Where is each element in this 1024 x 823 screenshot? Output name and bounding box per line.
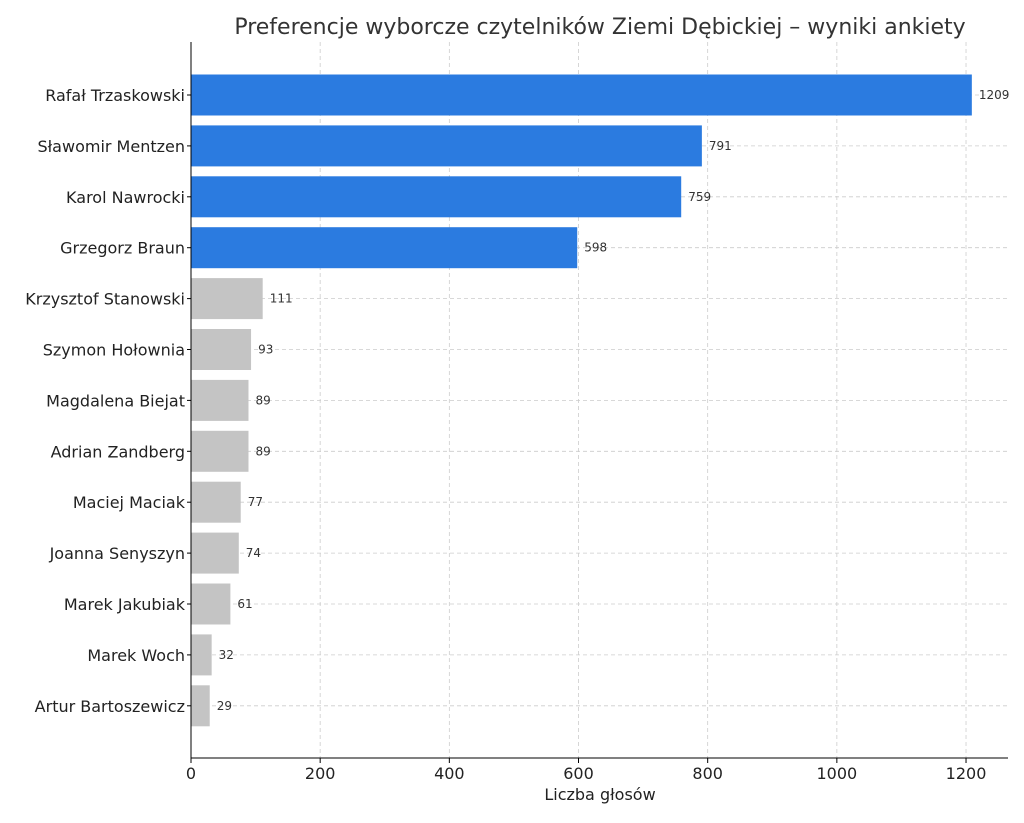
- bar: [191, 634, 212, 676]
- bar-value-label: 32: [219, 648, 234, 662]
- bar-value-label: 93: [258, 343, 273, 357]
- bar-value-label: 61: [237, 597, 252, 611]
- category-label: Szymon Hołownia: [43, 341, 185, 360]
- bar-value-label: 598: [584, 241, 607, 255]
- bars-layer: [191, 74, 972, 727]
- bar: [191, 685, 210, 727]
- bar: [191, 278, 263, 320]
- bar-value-label: 791: [709, 139, 732, 153]
- bar-value-label: 89: [255, 444, 270, 458]
- x-tick-label: 400: [434, 764, 465, 783]
- category-label: Artur Bartoszewicz: [35, 697, 185, 716]
- category-label: Rafał Trzaskowski: [45, 86, 185, 105]
- category-label: Karol Nawrocki: [66, 188, 185, 207]
- x-axis-title: Liczba głosów: [544, 785, 655, 804]
- bar-value-label: 89: [255, 393, 270, 407]
- chart-title: Preferencje wyborcze czytelników Ziemi D…: [234, 15, 965, 40]
- bar: [191, 125, 702, 167]
- bar: [191, 532, 239, 574]
- category-label: Grzegorz Braun: [60, 239, 185, 258]
- bar: [191, 583, 231, 625]
- bar: [191, 74, 972, 116]
- category-label: Maciej Maciak: [73, 493, 186, 512]
- category-label: Adrian Zandberg: [51, 442, 185, 461]
- bar: [191, 227, 578, 269]
- x-tick-label: 1200: [946, 764, 987, 783]
- category-label: Krzysztof Stanowski: [25, 290, 185, 309]
- bar-value-label: 111: [270, 292, 293, 306]
- x-ticks: 0 200 400 600 800 1000 1200: [186, 94, 987, 783]
- x-tick-label: 200: [305, 764, 336, 783]
- category-label: Magdalena Biejat: [46, 391, 185, 410]
- category-label: Marek Jakubiak: [64, 595, 186, 614]
- x-tick-label: 0: [186, 764, 196, 783]
- bar: [191, 481, 241, 523]
- x-tick-label: 800: [692, 764, 723, 783]
- bar-value-label: 1209: [979, 88, 1010, 102]
- labels-layer: 1209 Rafał Trzaskowski 791 Sławomir Mentzen…: [25, 86, 1009, 716]
- bar: [191, 176, 682, 218]
- bar: [191, 329, 252, 370]
- bar-value-label: 759: [688, 190, 711, 204]
- bar-value-label: 29: [217, 699, 232, 713]
- x-tick-label: 1000: [816, 764, 857, 783]
- category-label: Sławomir Mentzen: [37, 137, 185, 156]
- bar-value-label: 77: [248, 495, 263, 509]
- category-label: Marek Woch: [87, 646, 185, 665]
- category-label: Joanna Senyszyn: [49, 544, 185, 563]
- bar: [191, 379, 249, 421]
- bar: [191, 430, 249, 472]
- x-tick-label: 600: [563, 764, 594, 783]
- bar-value-label: 74: [246, 546, 261, 560]
